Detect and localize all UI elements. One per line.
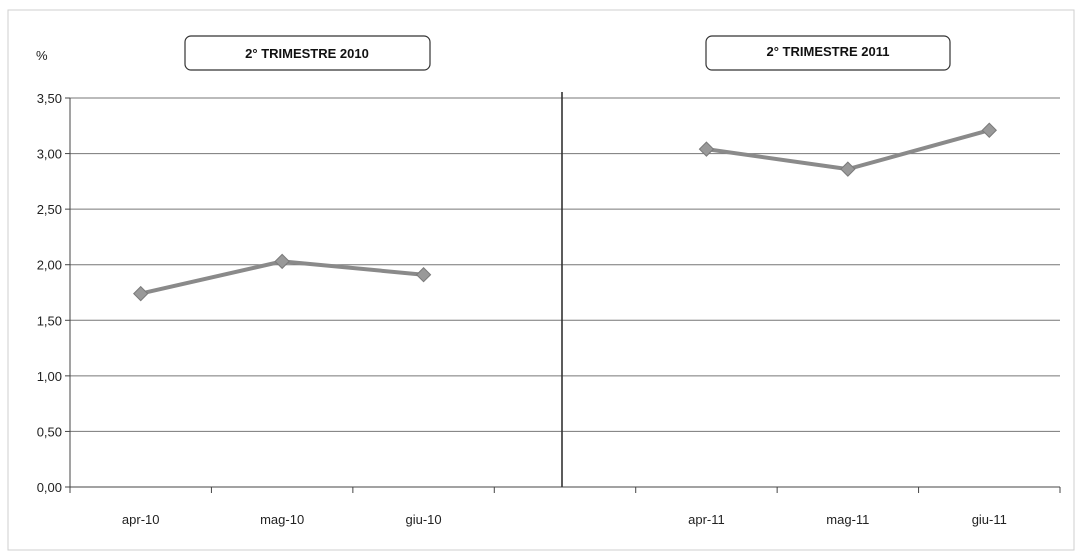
y-axis-unit-label: % bbox=[36, 48, 48, 63]
y-tick-label-4: 2,00 bbox=[37, 258, 62, 273]
data-point-giu-11 bbox=[981, 122, 997, 138]
data-point-apr-11 bbox=[698, 141, 715, 157]
data-point-mag-10 bbox=[274, 253, 290, 270]
y-tick-label-5: 2,50 bbox=[37, 202, 62, 217]
y-tick-label-0: 0,00 bbox=[37, 480, 62, 495]
x-tick-label-giu-11: giu-11 bbox=[972, 512, 1007, 527]
axis-layer bbox=[65, 92, 1061, 493]
x-tick-label-apr-11: apr-11 bbox=[688, 512, 725, 527]
x-tick-label-mag-11: mag-11 bbox=[826, 512, 869, 527]
panel-title-box-2010 bbox=[184, 35, 431, 71]
panel-title-2010-text: 2° TRIMESTRE 2010 bbox=[245, 46, 369, 61]
y-tick-label-3: 1,50 bbox=[37, 313, 62, 328]
y-tick-label-2: 1,00 bbox=[37, 369, 62, 384]
panel-title-2011: 2° TRIMESTRE 2011 bbox=[705, 35, 951, 71]
x-tick-labels: apr-10 mag-10 giu-10 apr-11 mag-11 giu-11 bbox=[122, 512, 1007, 527]
y-tick-label-1: 0,50 bbox=[37, 424, 62, 439]
x-tick-label-giu-10: giu-10 bbox=[406, 512, 442, 527]
data-point-apr-10 bbox=[133, 285, 149, 302]
panel-title-2011-text: 2° TRIMESTRE 2011 bbox=[767, 44, 890, 59]
y-tick-labels: 0,00 0,50 1,00 1,50 2,00 2,50 3,00 3,50 bbox=[37, 91, 62, 495]
chart-frame bbox=[7, 9, 1075, 551]
y-tick-label-6: 3,00 bbox=[37, 147, 62, 162]
x-tick-label-apr-10: apr-10 bbox=[122, 512, 160, 527]
panel-title-box-2011 bbox=[705, 35, 951, 71]
x-tick-label-mag-10: mag-10 bbox=[260, 512, 304, 527]
series-layer bbox=[133, 122, 997, 302]
grid-layer bbox=[70, 97, 1060, 432]
data-point-giu-10 bbox=[415, 267, 432, 283]
data-point-mag-11 bbox=[840, 161, 856, 177]
y-tick-label-7: 3,50 bbox=[37, 91, 62, 106]
panel-title-2010: 2° TRIMESTRE 2010 bbox=[184, 35, 431, 71]
